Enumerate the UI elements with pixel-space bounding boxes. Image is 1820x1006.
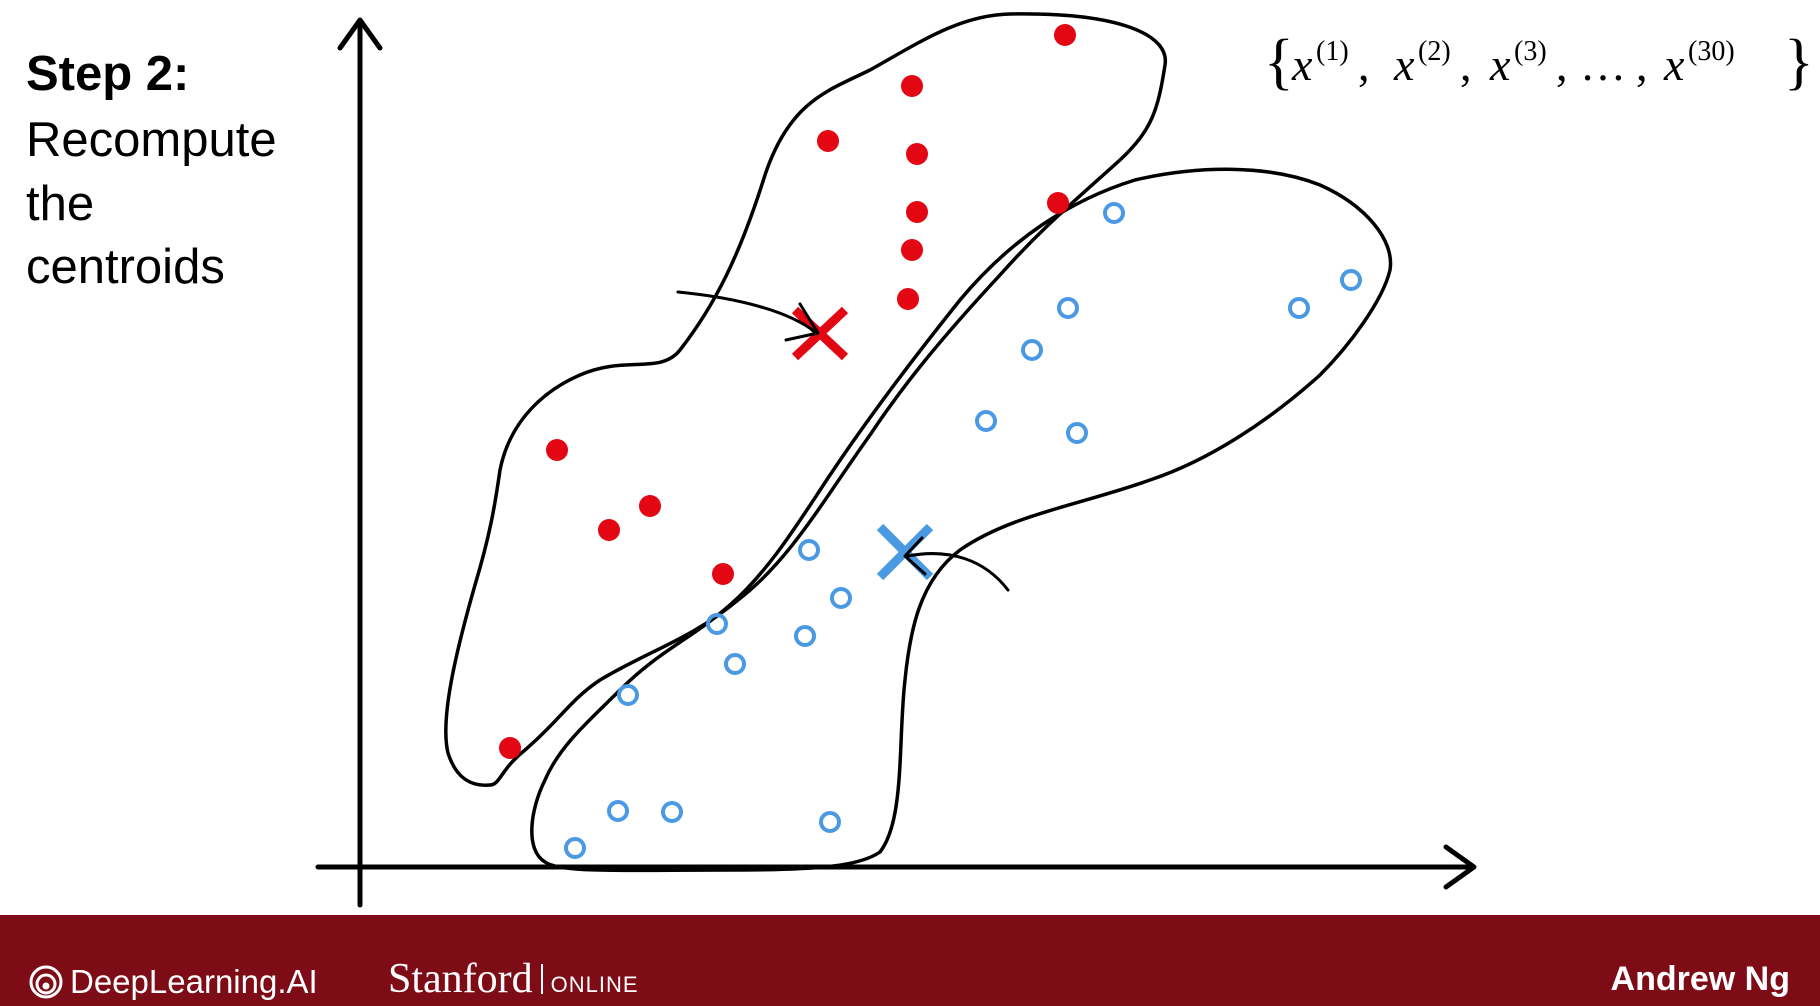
step-description-line-1: Recompute: [26, 113, 277, 167]
red-cluster-points: [499, 24, 1076, 759]
formula-var-4: x: [1663, 39, 1685, 90]
formula-comma-1: ,: [1358, 39, 1370, 90]
blue-point: [794, 625, 816, 647]
blue-cluster-points: [564, 202, 1362, 859]
step-description-line-3: centroids: [26, 240, 225, 295]
stanford-online-logo: Stanford ONLINE: [388, 955, 639, 1003]
blue-point: [1021, 339, 1043, 361]
blue-point: [1103, 202, 1125, 224]
red-point: [639, 495, 661, 517]
blue-point: [830, 587, 852, 609]
blue-point: [1288, 297, 1310, 319]
red-point: [598, 519, 620, 541]
red-cluster-outline: [444, 12, 1167, 787]
blue-point: [975, 410, 997, 432]
red-point: [499, 737, 521, 759]
formula-var-2: x: [1393, 39, 1415, 90]
red-point: [712, 563, 734, 585]
y-axis-arrowhead: [337, 17, 383, 51]
blue-point: [798, 539, 820, 561]
formula-ellipsis: …: [1580, 39, 1626, 90]
red-point: [546, 439, 568, 461]
dataset-formula: { x (1) , x (2) , x (3) , … , x (30) }: [1264, 28, 1814, 96]
arrow-to-blue-centroid: [906, 552, 1010, 592]
blue-point: [724, 653, 746, 675]
formula-close-brace: }: [1784, 28, 1814, 96]
arrow-to-blue-centroid-head: [903, 536, 927, 576]
deeplearning-logo: DeepLearning.AI: [28, 963, 318, 1001]
kmeans-diagram: { x (1) , x (2) , x (3) , … , x (30) }: [315, 12, 1814, 908]
blue-point: [1340, 269, 1362, 291]
red-point: [1047, 192, 1069, 214]
formula-sup-1: (1): [1316, 36, 1349, 67]
formula-comma-2: ,: [1460, 39, 1472, 90]
red-point: [897, 288, 919, 310]
formula-comma-3: ,: [1556, 39, 1568, 90]
step-title: Step 2:: [26, 47, 190, 101]
centroid-arrows: [676, 290, 1010, 592]
footer-bar: DeepLearning.AI Stanford ONLINE Andrew N…: [0, 915, 1820, 1006]
blue-point: [706, 613, 728, 635]
red-point: [1054, 24, 1076, 46]
slide: Step 2: Recompute the centroids { x (1) …: [26, 12, 1814, 908]
blue-point: [607, 800, 629, 822]
blue-point: [1057, 297, 1079, 319]
stanford-divider: [540, 964, 543, 994]
formula-var-3: x: [1489, 39, 1511, 90]
blue-point: [617, 684, 639, 706]
formula-sup-4: (30): [1688, 36, 1735, 67]
red-point: [901, 239, 923, 261]
arrow-to-red-centroid: [676, 290, 817, 334]
stanford-online-text: ONLINE: [550, 972, 639, 997]
axes: [315, 17, 1477, 908]
red-point: [817, 130, 839, 152]
arrow-to-red-centroid-head: [784, 302, 820, 342]
deeplearning-logo-icon: [29, 965, 63, 999]
blue-point: [564, 837, 586, 859]
blue-point: [1066, 422, 1088, 444]
formula-sup-2: (2): [1418, 36, 1451, 67]
deeplearning-logo-text: DeepLearning.AI: [70, 963, 318, 1000]
formula-open-brace: {: [1264, 28, 1294, 96]
red-point: [901, 75, 923, 97]
step-description: Recompute the centroids: [26, 109, 346, 300]
formula-var-1: x: [1291, 39, 1313, 90]
blue-centroid-marker: [876, 523, 934, 581]
x-axis-arrowhead: [1443, 844, 1477, 890]
blue-point: [819, 811, 841, 833]
red-point: [906, 201, 928, 223]
formula-comma-4: ,: [1636, 39, 1648, 90]
author-name: Andrew Ng: [1610, 960, 1790, 998]
blue-point: [661, 801, 683, 823]
blue-cluster-outline: [530, 167, 1393, 873]
formula-sup-3: (3): [1514, 36, 1547, 67]
stanford-wordmark: Stanford: [388, 956, 533, 1002]
step-description-line-2: the: [26, 176, 95, 231]
red-centroid-marker: [791, 306, 849, 361]
red-point: [906, 143, 928, 165]
